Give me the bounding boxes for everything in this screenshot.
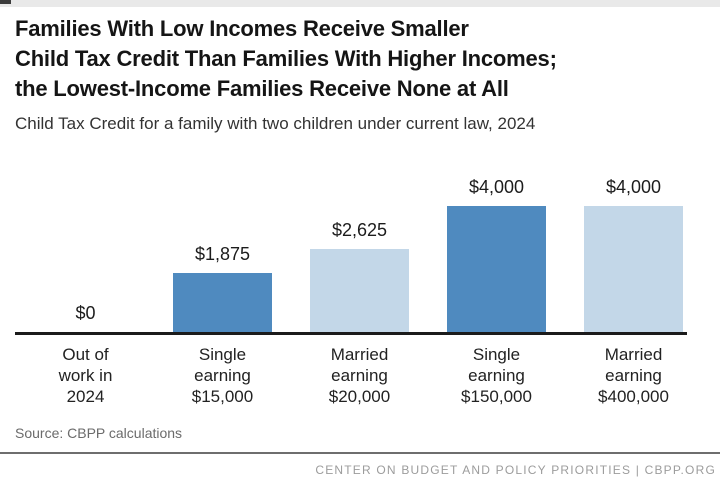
x-axis-label-out-of-work: Out of work in 2024: [17, 344, 154, 407]
bar-value-label: $2,625: [331, 220, 388, 240]
bar-chart-plot: $0 $1,875 $2,625 $4,000 $4,000: [17, 135, 705, 332]
top-strip-dark-segment: [0, 0, 11, 4]
x-axis-label-line: earning: [331, 366, 388, 385]
x-axis-label-line: 2024: [66, 387, 105, 406]
bar-value-label: $1,875: [194, 244, 251, 264]
x-axis-label-line: Married: [604, 345, 663, 364]
bar-column-married-400000: $4,000: [565, 135, 702, 332]
bar-value-label: $4,000: [605, 177, 662, 197]
chart-title-line-2: Child Tax Credit Than Families With High…: [15, 46, 557, 71]
x-axis-label-single-15000: Single earning $15,000: [154, 344, 291, 407]
x-axis-label-line: earning: [605, 366, 662, 385]
x-axis-label-line: Out of: [62, 345, 109, 364]
x-axis-label-line: Single: [472, 345, 521, 364]
x-axis-label-line: $400,000: [598, 387, 669, 406]
bar-column-out-of-work: $0: [17, 135, 154, 332]
chart-title-line-1: Families With Low Incomes Receive Smalle…: [15, 16, 469, 41]
bar-single-earning-150000: [447, 206, 546, 332]
x-axis-label-line: Married: [330, 345, 389, 364]
x-axis-labels: Out of work in 2024 Single earning $15,0…: [17, 344, 705, 407]
bar-married-earning-20000: [310, 249, 409, 332]
bar-single-earning-15000: [173, 273, 272, 332]
x-axis-line: [15, 332, 687, 335]
chart-title: Families With Low Incomes Receive Smalle…: [15, 14, 705, 104]
x-axis-label-line: $15,000: [191, 387, 254, 406]
footer-divider: [0, 452, 720, 454]
top-strip: [0, 0, 720, 7]
chart-content: Families With Low Incomes Receive Smalle…: [0, 14, 720, 442]
x-axis-label-line: Single: [198, 345, 247, 364]
chart-subtitle: Child Tax Credit for a family with two c…: [15, 114, 536, 133]
bar-column-single-15000: $1,875: [154, 135, 291, 332]
bar-value-label: $4,000: [468, 177, 525, 197]
footer-org-text: CENTER ON BUDGET AND POLICY PRIORITIES |…: [315, 463, 716, 477]
x-axis-label-line: $20,000: [328, 387, 391, 406]
x-axis-label-line: earning: [468, 366, 525, 385]
x-axis-label-married-400000: Married earning $400,000: [565, 344, 702, 407]
bar-column-married-20000: $2,625: [291, 135, 428, 332]
bar-married-earning-400000: [584, 206, 683, 332]
bar-column-single-150000: $4,000: [428, 135, 565, 332]
source-note: Source: CBPP calculations: [15, 425, 183, 441]
chart-title-line-3: the Lowest-Income Families Receive None …: [15, 76, 509, 101]
bar-value-label: $0: [75, 303, 96, 323]
x-axis-label-single-150000: Single earning $150,000: [428, 344, 565, 407]
x-axis-label-married-20000: Married earning $20,000: [291, 344, 428, 407]
x-axis-label-line: work in: [58, 366, 113, 385]
x-axis-label-line: $150,000: [461, 387, 532, 406]
x-axis-label-line: earning: [194, 366, 251, 385]
